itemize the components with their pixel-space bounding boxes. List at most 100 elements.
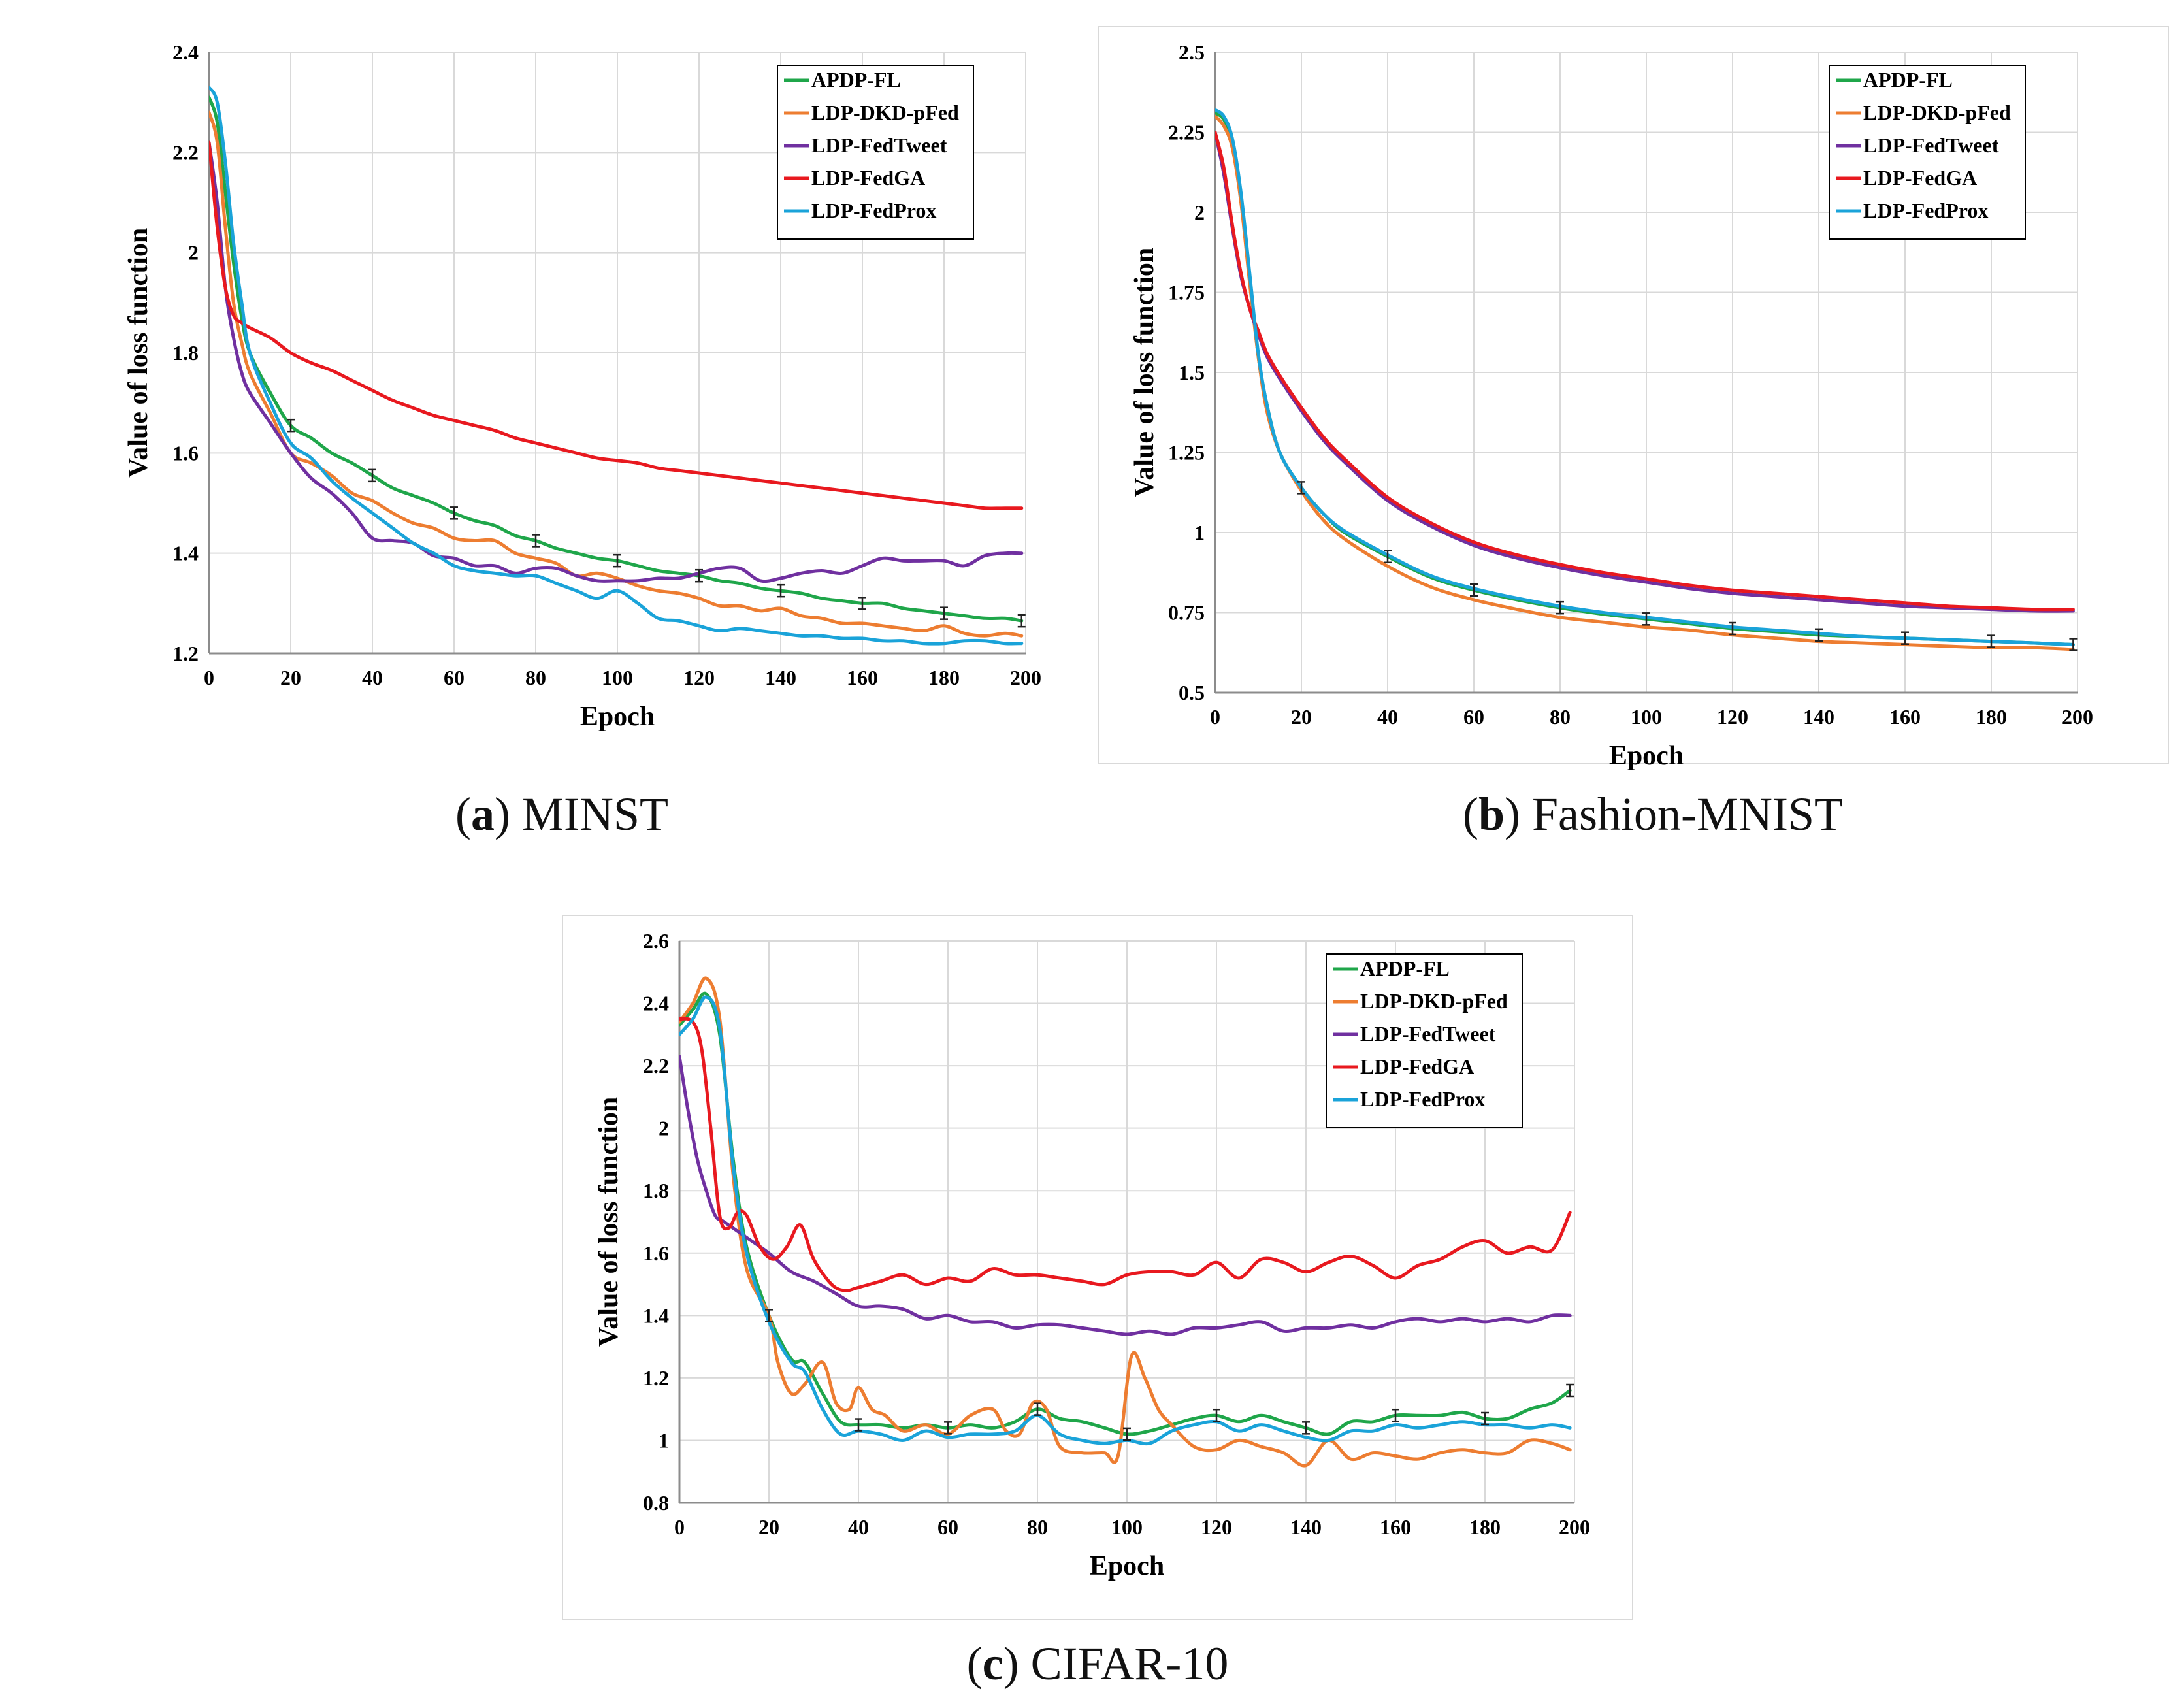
- error-bar: [940, 606, 948, 620]
- x-tick-label: 40: [1377, 705, 1398, 729]
- legend-label: LDP-DKD-pFed: [1360, 989, 1508, 1013]
- series-line-ldp-fedtweet: [679, 1055, 1572, 1336]
- error-bar: [777, 583, 785, 598]
- y-tick-label: 2.5: [1179, 41, 1205, 64]
- caption-b-letter: b: [1478, 788, 1505, 840]
- error-bar: [944, 1421, 952, 1435]
- error-bar: [1729, 621, 1736, 636]
- series-line-ldp-fedprox: [209, 86, 1024, 646]
- x-tick-label: 200: [1559, 1515, 1590, 1539]
- legend-label: LDP-FedGA: [1863, 166, 1977, 189]
- error-bar: [1297, 481, 1305, 495]
- series-line-ldp-fedga: [679, 1017, 1572, 1292]
- error-bar: [1392, 1408, 1399, 1422]
- x-tick-label: 0: [674, 1515, 685, 1539]
- caption-c-letter: c: [982, 1637, 1003, 1690]
- error-bar: [1901, 631, 1909, 645]
- x-tick-label: 0: [204, 666, 214, 689]
- legend-box: [1829, 65, 2026, 240]
- x-tick-label: 80: [525, 666, 546, 689]
- y-tick-label: 1.75: [1168, 281, 1205, 304]
- x-tick-label: 20: [280, 666, 301, 689]
- x-tick-label: 40: [848, 1515, 869, 1539]
- legend-label: APDP-FL: [1360, 957, 1450, 980]
- series-line-ldp-dkd-pfed: [679, 976, 1572, 1468]
- x-tick-label: 120: [683, 666, 715, 689]
- x-tick-label: 140: [1803, 705, 1834, 729]
- error-bar: [1034, 1402, 1041, 1416]
- series-line-ldp-fedprox: [1215, 108, 2075, 646]
- error-bar: [1017, 614, 1026, 628]
- caption-a: (a) MINST: [455, 788, 668, 840]
- error-bar: [613, 553, 621, 568]
- y-tick-label: 2.2: [643, 1054, 669, 1077]
- y-axis-title: Value of loss function: [123, 228, 154, 478]
- legend-label: LDP-FedProx: [1360, 1087, 1485, 1111]
- error-bar: [1384, 550, 1392, 563]
- caption-c: (c) CIFAR-10: [966, 1637, 1229, 1690]
- legend-label: LDP-FedTweet: [811, 133, 947, 157]
- y-tick-label: 1: [659, 1428, 669, 1452]
- legend-box: [777, 65, 974, 240]
- y-tick-label: 1.6: [643, 1241, 669, 1265]
- error-bar: [1302, 1421, 1310, 1435]
- y-tick-label: 2.6: [643, 929, 669, 953]
- legend-label: APDP-FL: [811, 68, 901, 91]
- error-bar: [1566, 1383, 1574, 1398]
- chart-panel-mnist: 0 20 40 60 80 100 120 140 160 180 200 1.2 1.4 1.6 1.8 2…: [123, 39, 1078, 732]
- series-line-apdp-fl: [209, 95, 1024, 623]
- error-bar: [1815, 628, 1823, 642]
- error-bar: [855, 1418, 862, 1432]
- y-tick-label: 1.6: [172, 441, 199, 465]
- error-bar: [858, 597, 866, 610]
- error-bar: [1556, 600, 1564, 615]
- y-axis-title: Value of loss function: [1130, 248, 1160, 497]
- x-tick-label: 140: [765, 666, 796, 689]
- chart-panel-cifar10: 0 20 40 60 80 100 120 140 160 180 200 0.8 1 1.2 1.4 1.6…: [562, 915, 1633, 1620]
- chart-panel-fashion-mnist: 0 20 40 60 80 100 120 140 160 180 200 0.5 0.75 1 1.25 1…: [1098, 26, 2169, 771]
- x-tick-label: 20: [758, 1515, 779, 1539]
- x-tick-label: 120: [1717, 705, 1748, 729]
- x-tick-label: 60: [444, 666, 465, 689]
- error-bar: [368, 468, 376, 483]
- x-tick-label: 200: [2062, 705, 2093, 729]
- error-bar: [2069, 638, 2078, 651]
- error-bar: [450, 506, 458, 520]
- y-axis-title: Value of loss function: [594, 1097, 624, 1347]
- error-bar: [695, 568, 703, 583]
- y-tick-label: 1.25: [1168, 441, 1205, 465]
- x-tick-label: 140: [1290, 1515, 1322, 1539]
- error-bar: [1987, 634, 1995, 648]
- y-tick-label: 1: [1194, 521, 1205, 544]
- legend-box: [1326, 953, 1523, 1128]
- error-bar: [287, 418, 295, 433]
- y-tick-label: 1.2: [643, 1366, 669, 1390]
- panel-b-frame: [1098, 26, 2169, 764]
- x-tick-label: 180: [1469, 1515, 1501, 1539]
- x-tick-label: 180: [1976, 705, 2007, 729]
- x-axis-title: Epoch: [1090, 1551, 1164, 1581]
- error-bar: [1123, 1427, 1131, 1441]
- x-tick-label: 20: [1291, 705, 1312, 729]
- caption-b-text: Fashion-MNIST: [1520, 788, 1844, 840]
- error-bar: [1642, 612, 1650, 626]
- caption-a-letter: a: [470, 788, 495, 840]
- legend-label: LDP-FedTweet: [1863, 133, 1999, 157]
- y-tick-label: 1.2: [172, 642, 199, 665]
- x-tick-label: 180: [928, 666, 960, 689]
- chart-svg-c: 0 20 40 60 80 100 120 140 160 180 200 0.8 1 1.2 1.4 1.6…: [594, 929, 1590, 1581]
- legend-label: LDP-FedGA: [811, 166, 925, 189]
- caption-a-text: MINST: [510, 788, 668, 840]
- x-axis-title: Epoch: [580, 702, 655, 732]
- x-tick-label: 200: [1010, 666, 1041, 689]
- legend-label: LDP-DKD-pFed: [811, 101, 959, 124]
- y-tick-label: 2: [1194, 201, 1205, 224]
- x-tick-label: 80: [1027, 1515, 1048, 1539]
- error-bar: [1481, 1411, 1489, 1426]
- panel-c-frame: [562, 915, 1633, 1620]
- x-tick-label: 0: [1210, 705, 1220, 729]
- error-bar: [1470, 583, 1478, 597]
- x-tick-label: 60: [1463, 705, 1484, 729]
- x-tick-label: 100: [1631, 705, 1662, 729]
- x-tick-label: 100: [1111, 1515, 1143, 1539]
